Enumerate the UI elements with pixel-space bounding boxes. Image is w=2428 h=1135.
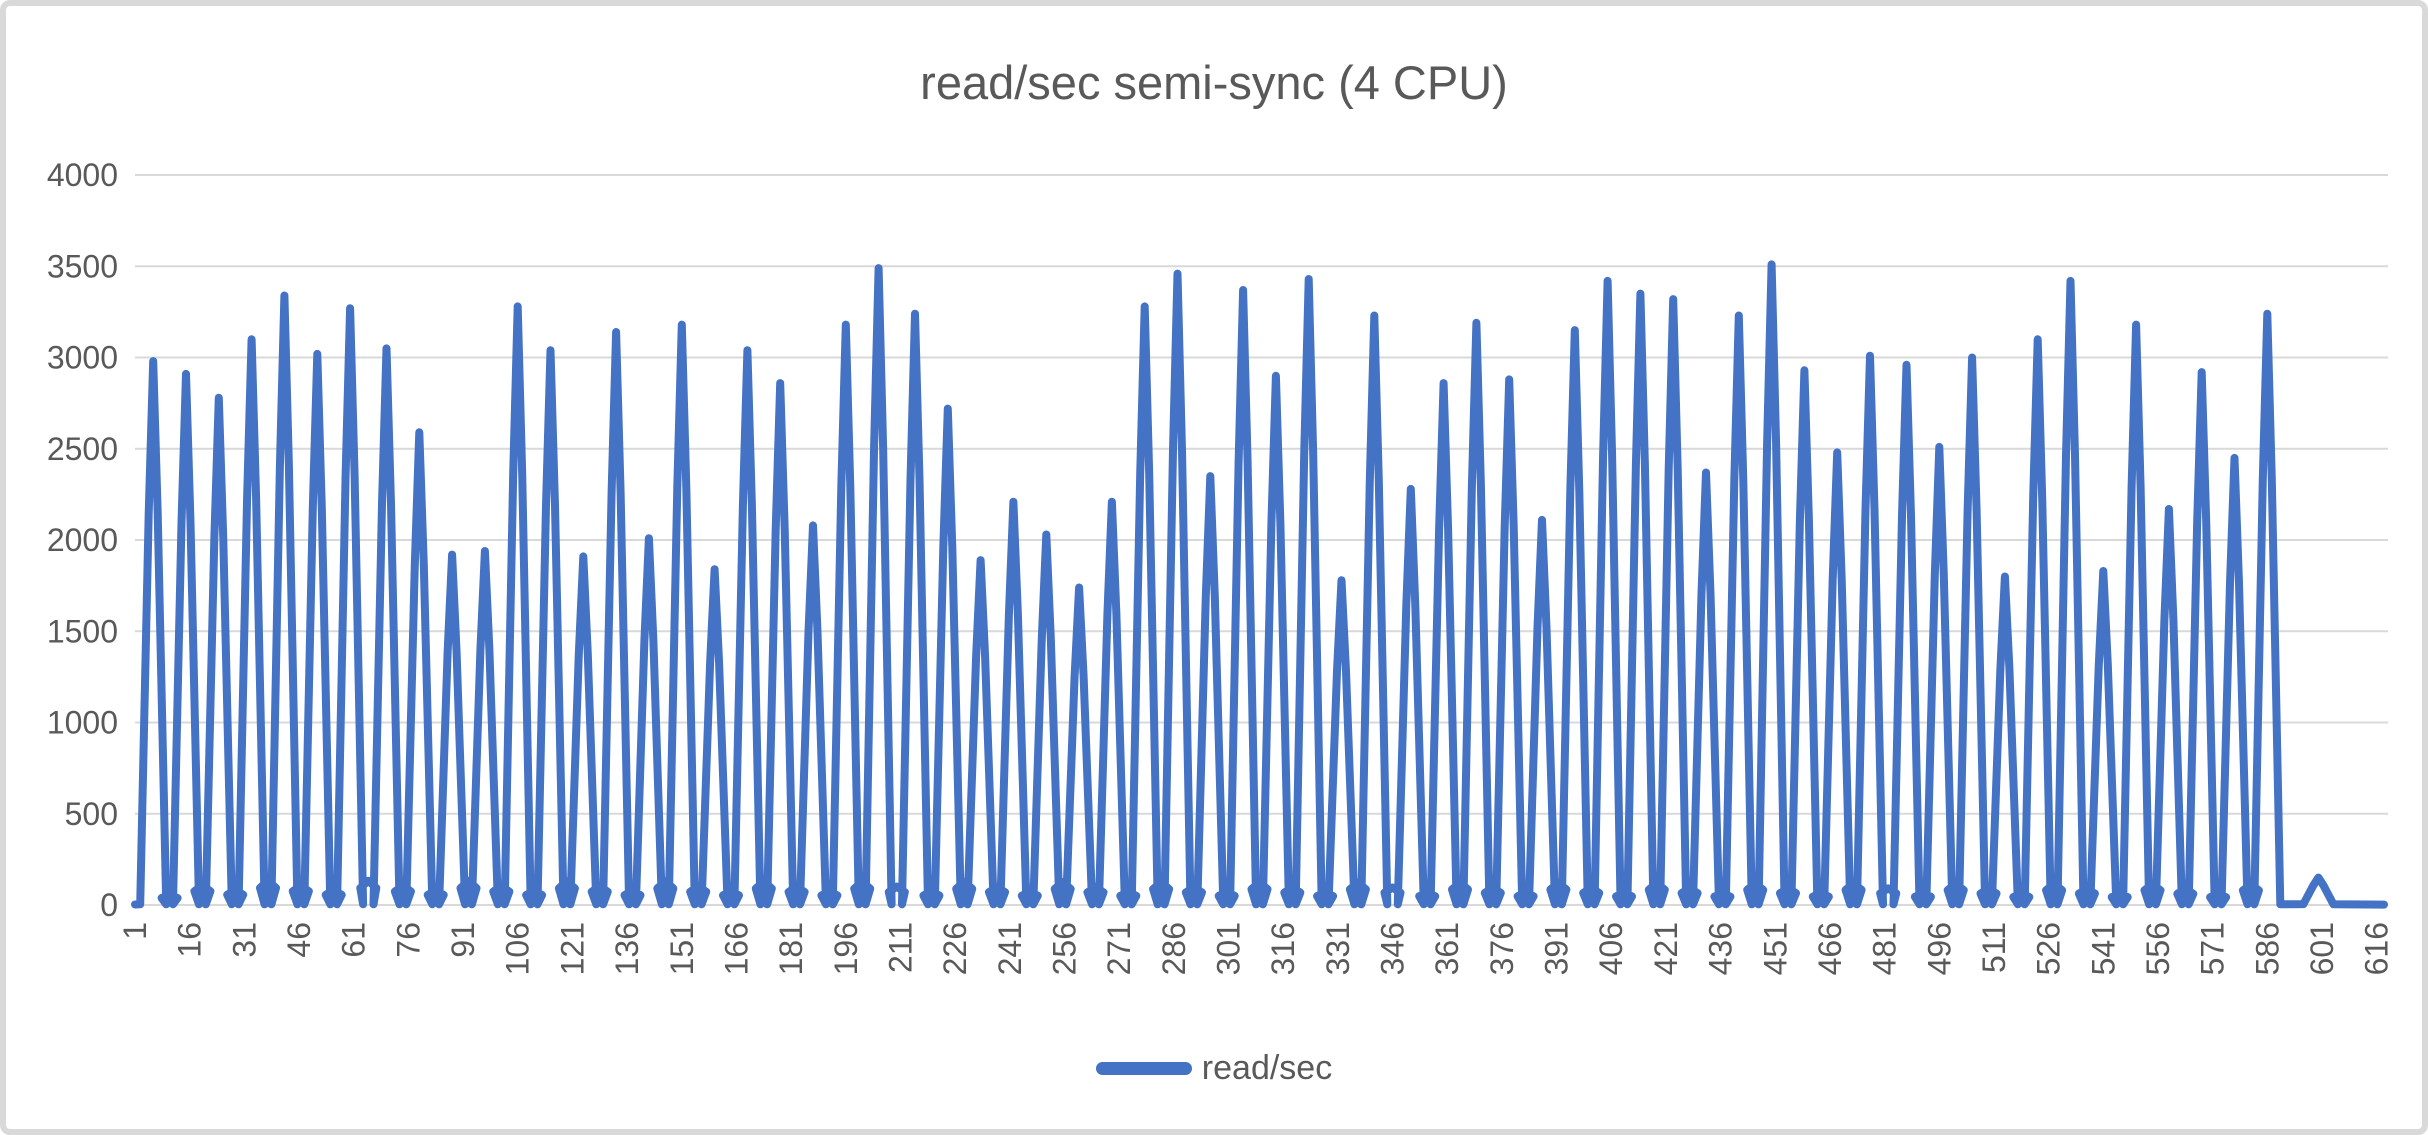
y-tick-label: 2500	[47, 431, 118, 467]
x-tick-label: 61	[336, 922, 372, 958]
x-tick-label: 616	[2359, 922, 2395, 975]
legend-label: read/sec	[1201, 1048, 1333, 1087]
y-tick-label: 3500	[47, 248, 118, 284]
x-tick-label: 166	[718, 922, 754, 975]
x-tick-label: 151	[664, 922, 700, 975]
x-tick-label: 196	[828, 922, 864, 975]
x-tick-label: 571	[2195, 922, 2231, 975]
x-tick-label: 226	[937, 922, 973, 975]
x-tick-label: 286	[1156, 922, 1192, 975]
x-tick-label: 376	[1484, 922, 1520, 975]
x-tick-label: 301	[1211, 922, 1247, 975]
x-tick-label: 31	[226, 922, 262, 958]
chart-title: read/sec semi-sync (4 CPU)	[920, 56, 1508, 109]
x-tick-label: 451	[1757, 922, 1793, 975]
x-tick-label: 481	[1867, 922, 1903, 975]
x-tick-label: 316	[1265, 922, 1301, 975]
x-tick-label: 1	[117, 922, 153, 940]
x-tick-label: 556	[2140, 922, 2176, 975]
legend: read/sec	[0, 1044, 2428, 1092]
x-tick-label: 256	[1046, 922, 1082, 975]
x-tick-label: 16	[172, 922, 208, 958]
y-tick-label: 4000	[47, 157, 118, 193]
x-tick-label: 46	[281, 922, 317, 958]
y-tick-label: 3000	[47, 340, 118, 376]
x-tick-label: 331	[1320, 922, 1356, 975]
x-tick-label: 76	[390, 922, 426, 958]
x-tick-label: 106	[500, 922, 536, 975]
x-tick-label: 346	[1375, 922, 1411, 975]
x-tick-label: 586	[2249, 922, 2285, 975]
x-tick-label: 601	[2304, 922, 2340, 975]
x-tick-label: 121	[554, 922, 590, 975]
x-tick-label: 421	[1648, 922, 1684, 975]
x-tick-label: 136	[609, 922, 645, 975]
x-tick-label: 496	[1921, 922, 1957, 975]
x-tick-label: 466	[1812, 922, 1848, 975]
x-tick-label: 211	[882, 922, 918, 973]
x-tick-label: 526	[2031, 922, 2067, 975]
y-tick-label: 1500	[47, 613, 118, 649]
y-tick-label: 2000	[47, 522, 118, 558]
x-tick-label: 181	[773, 922, 809, 975]
y-tick-label: 1000	[47, 705, 118, 741]
x-tick-label: 511	[1976, 922, 2012, 973]
y-tick-label: 500	[65, 796, 118, 832]
x-tick-label: 361	[1429, 922, 1465, 975]
x-tick-label: 271	[1101, 922, 1137, 975]
legend-line-swatch	[1095, 1061, 1192, 1075]
x-tick-label: 436	[1703, 922, 1739, 975]
x-tick-label: 541	[2085, 922, 2121, 975]
x-tick-label: 391	[1539, 922, 1575, 975]
y-tick-label: 0	[100, 887, 118, 923]
x-tick-label: 91	[445, 922, 481, 958]
x-tick-label: 406	[1593, 922, 1629, 975]
x-tick-label: 241	[992, 922, 1028, 975]
series-line-read-per-sec	[131, 260, 2388, 909]
